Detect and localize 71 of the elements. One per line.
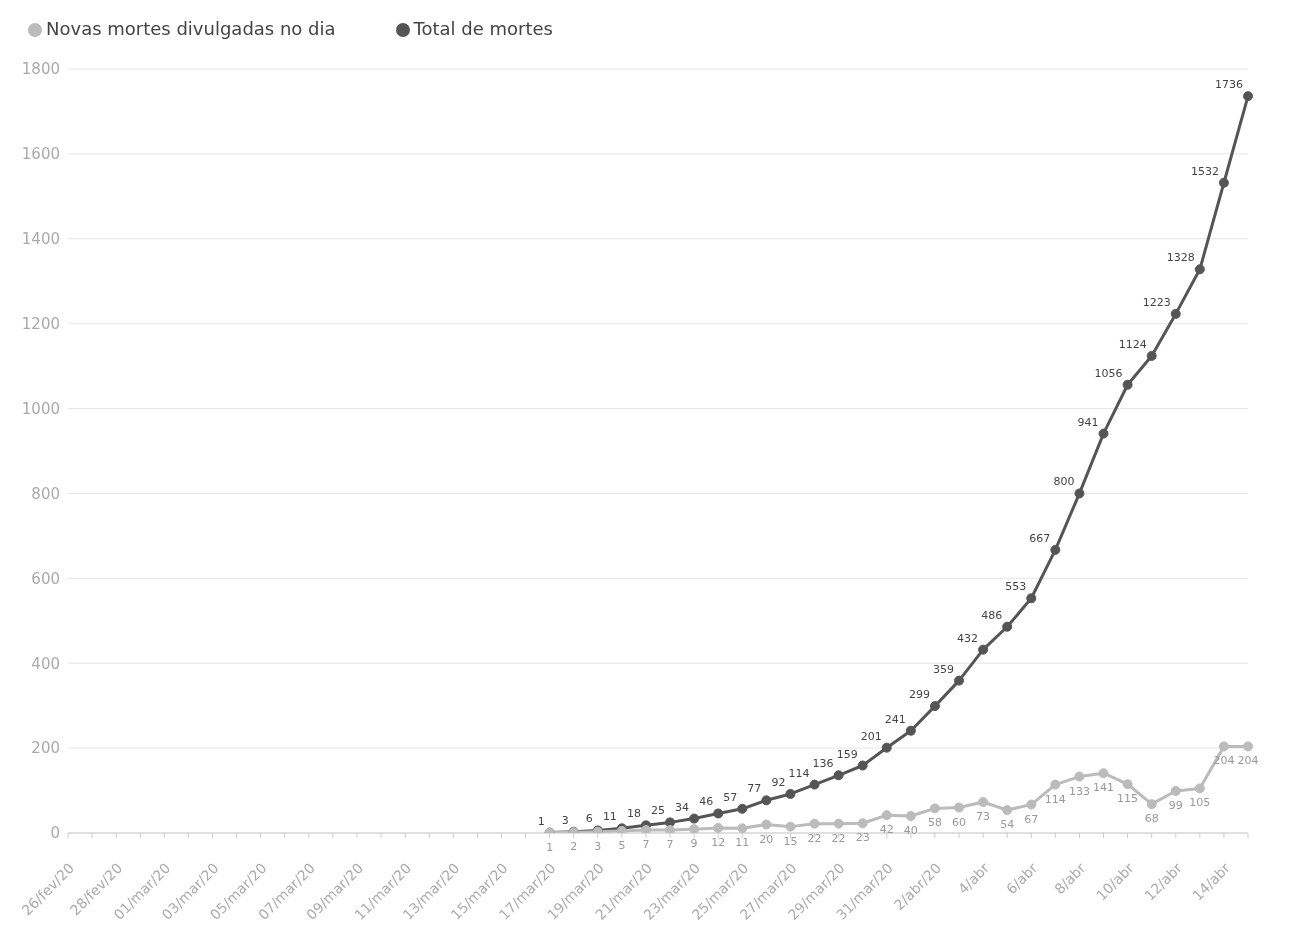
data-label: 9 xyxy=(690,837,698,851)
data-label: 159 xyxy=(836,747,858,761)
data-label: 40 xyxy=(903,824,918,838)
data-label: 115 xyxy=(1117,792,1139,806)
y-tick-label: 0 xyxy=(50,824,60,843)
data-label: 23 xyxy=(855,831,870,845)
data-label: 204 xyxy=(1237,754,1259,768)
data-label: 99 xyxy=(1168,798,1183,812)
data-label: 1532 xyxy=(1190,164,1219,178)
data-label: 1 xyxy=(546,840,554,854)
data-label: 54 xyxy=(1000,818,1015,832)
data-label: 667 xyxy=(1029,531,1051,545)
data-label: 5 xyxy=(618,838,626,852)
data-label: 2 xyxy=(570,840,578,854)
data-label: 25 xyxy=(651,804,666,818)
data-label: 11 xyxy=(602,810,617,824)
data-label: 141 xyxy=(1093,781,1115,795)
data-label: 136 xyxy=(812,757,834,771)
data-label: 1056 xyxy=(1094,366,1123,380)
data-label: 77 xyxy=(747,782,762,796)
data-label: 92 xyxy=(771,775,786,789)
data-label: 73 xyxy=(976,810,991,824)
data-label: 1223 xyxy=(1142,295,1171,309)
data-label: 553 xyxy=(1005,580,1027,594)
data-label: 486 xyxy=(981,608,1003,622)
data-label: 800 xyxy=(1053,475,1075,489)
data-label: 941 xyxy=(1077,415,1099,429)
data-label: 6 xyxy=(585,812,593,826)
data-label: 15 xyxy=(783,834,798,848)
data-label: 34 xyxy=(675,800,690,814)
y-tick-label: 1600 xyxy=(21,145,60,164)
data-label: 3 xyxy=(594,839,602,853)
data-label: 359 xyxy=(933,662,955,676)
data-label: 18 xyxy=(626,807,641,821)
y-tick-label: 800 xyxy=(31,484,60,503)
data-label: 114 xyxy=(1044,792,1066,806)
y-tick-label: 1800 xyxy=(21,60,60,79)
data-label: 22 xyxy=(807,831,822,845)
data-label: 1328 xyxy=(1166,251,1195,265)
data-label: 241 xyxy=(884,712,906,726)
data-label: 114 xyxy=(788,766,810,780)
data-label: 57 xyxy=(723,790,738,804)
y-tick-label: 200 xyxy=(31,739,60,758)
data-label: 68 xyxy=(1144,812,1159,826)
data-label: 201 xyxy=(860,729,882,743)
data-label: 60 xyxy=(952,815,967,829)
data-label: 299 xyxy=(908,688,930,702)
data-label: 1 xyxy=(537,814,545,828)
data-label: 11 xyxy=(735,836,750,850)
data-label: 20 xyxy=(759,832,774,846)
legend-label: Total de mortes xyxy=(413,18,553,39)
data-label: 42 xyxy=(879,823,894,837)
data-label: 105 xyxy=(1189,796,1211,810)
legend-label: Novas mortes divulgadas no dia xyxy=(46,18,336,39)
y-tick-label: 1200 xyxy=(21,314,60,333)
data-label: 7 xyxy=(642,838,650,852)
data-label: 3 xyxy=(561,813,569,827)
data-label: 1124 xyxy=(1118,337,1147,351)
data-label: 432 xyxy=(957,631,979,645)
y-tick-label: 1000 xyxy=(21,399,60,418)
data-label: 58 xyxy=(927,816,942,830)
data-label: 12 xyxy=(711,835,726,849)
data-label: 67 xyxy=(1024,812,1039,826)
data-label: 133 xyxy=(1068,784,1090,798)
data-label: 46 xyxy=(699,795,714,809)
y-tick-label: 400 xyxy=(31,654,60,673)
y-tick-label: 1400 xyxy=(21,230,60,249)
y-tick-label: 600 xyxy=(31,569,60,588)
data-label: 7 xyxy=(666,838,674,852)
data-label: 1736 xyxy=(1215,78,1243,92)
data-label: 22 xyxy=(831,831,846,845)
